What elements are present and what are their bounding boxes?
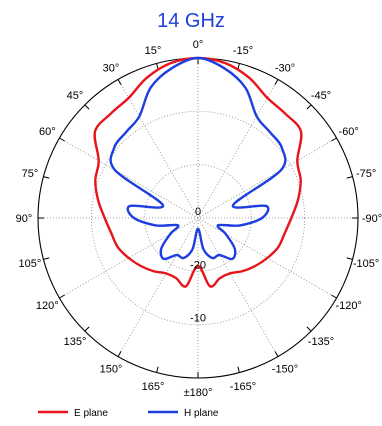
angle-tick-label: 0° <box>193 39 204 51</box>
angle-tick-label: 165° <box>142 381 165 393</box>
angle-tick-label: -75° <box>356 168 376 180</box>
angle-tick-label: -150° <box>272 364 298 376</box>
angle-tick <box>156 366 159 373</box>
angle-tick <box>331 294 337 299</box>
angle-tick <box>59 137 65 142</box>
angle-tick-label: 15° <box>145 45 162 57</box>
angle-tick-label: 75° <box>22 168 39 180</box>
angle-tick-label: 30° <box>103 62 120 74</box>
angle-tick <box>306 104 312 110</box>
angle-tick <box>306 326 312 332</box>
angle-tick <box>117 79 122 85</box>
angle-tick <box>43 176 50 179</box>
angle-tick-label: 60° <box>39 126 56 138</box>
angle-tick <box>331 137 337 142</box>
radial-tick-label: 0 <box>195 206 201 218</box>
angle-tick-label: -30° <box>275 62 295 74</box>
angle-tick <box>117 351 122 357</box>
angle-tick <box>43 257 50 260</box>
angle-tick-label: -120° <box>335 300 361 312</box>
angle-tick-label: 45° <box>67 90 84 102</box>
angle-tick-label: 120° <box>36 300 59 312</box>
angle-tick-label: 90° <box>16 213 33 225</box>
angle-tick-label: -165° <box>230 381 256 393</box>
grid-ring <box>90 110 306 326</box>
radial-tick-label: -10 <box>190 313 206 325</box>
angle-tick-label: 105° <box>19 258 42 270</box>
angle-tick-label: 135° <box>64 336 87 348</box>
series-layer <box>93 56 303 288</box>
chart-title: 14 GHz <box>157 10 225 32</box>
angle-tick-label: 150° <box>100 364 123 376</box>
angle-tick <box>237 366 240 373</box>
angle-tick-label: -15° <box>233 45 253 57</box>
angle-tick-label: -105° <box>353 258 379 270</box>
legend: E plane H plane <box>38 408 219 419</box>
series-h-plane-line <box>109 56 287 261</box>
angle-tick <box>59 294 65 299</box>
grid-spoke <box>117 79 279 357</box>
angle-tick <box>274 79 279 85</box>
legend-label: H plane <box>184 408 219 419</box>
angle-tick <box>84 326 90 332</box>
series-e-plane-line <box>93 56 303 288</box>
polar-grid <box>37 57 359 379</box>
angle-tick-label: -90° <box>362 213 382 225</box>
angle-tick-label: -45° <box>311 90 331 102</box>
angle-tick <box>346 257 353 260</box>
angle-tick <box>274 351 279 357</box>
angle-tick <box>84 104 90 110</box>
radial-tick-label: -20 <box>190 259 206 271</box>
legend-label: E plane <box>74 408 108 419</box>
angle-tick <box>346 176 353 179</box>
angle-tick-label: ±180° <box>184 387 213 399</box>
angle-tick-label: -135° <box>308 336 334 348</box>
tick-labels: 0° 15° 30° 45° 60° 75° 90° 105° 120° 135° 150° 165°… <box>16 39 382 399</box>
angle-tick-label: -60° <box>339 126 359 138</box>
